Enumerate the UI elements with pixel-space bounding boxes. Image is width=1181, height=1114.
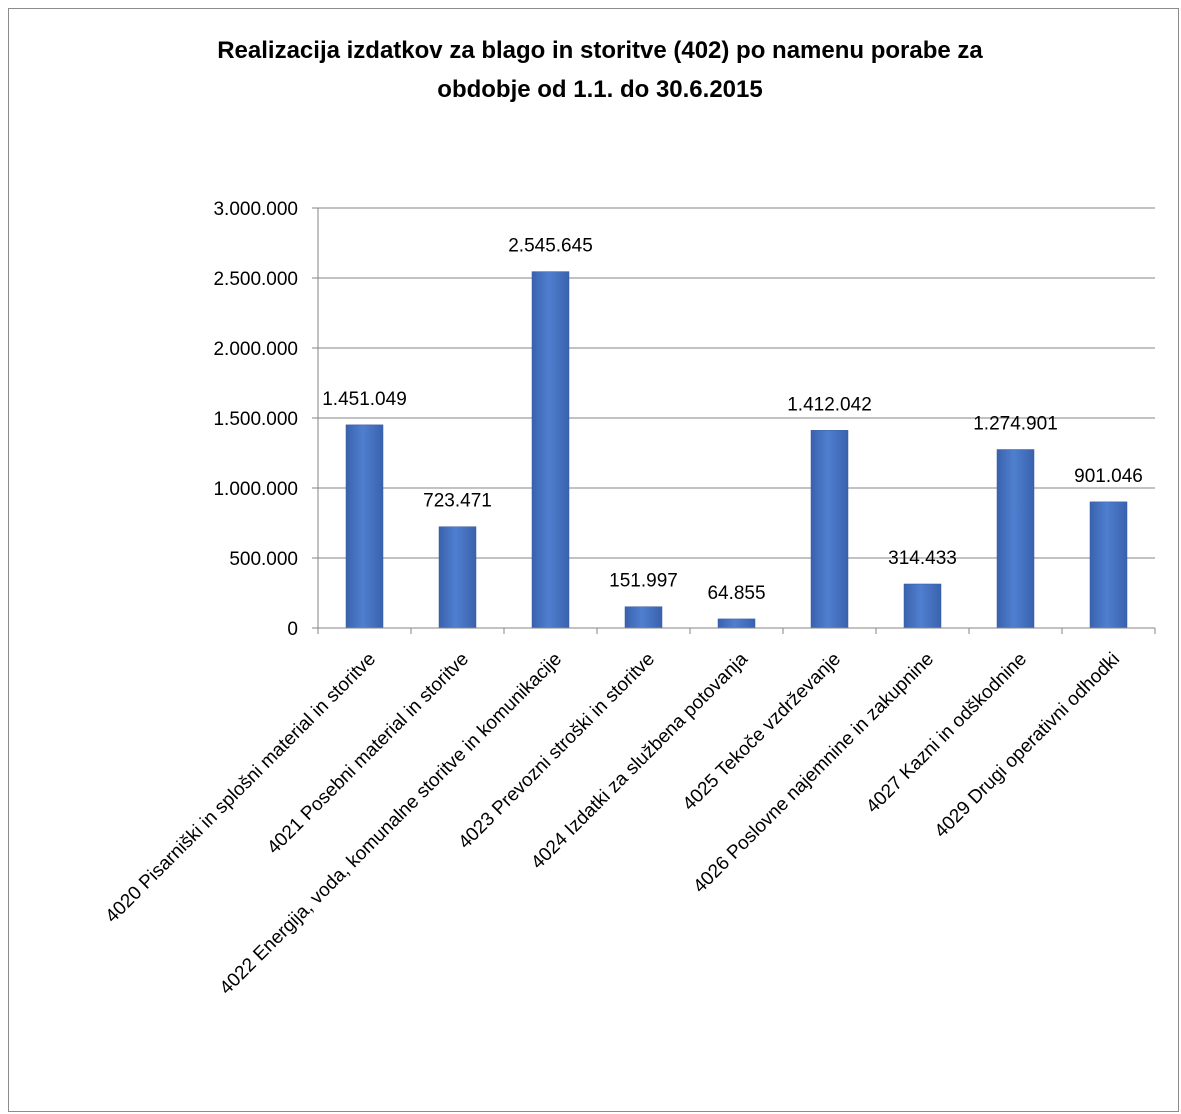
data-label: 1.274.901 bbox=[973, 414, 1058, 435]
x-category-label: 4023 Prevozni stroški in storitve bbox=[455, 649, 660, 854]
data-label: 151.997 bbox=[609, 571, 678, 592]
bar bbox=[624, 606, 663, 629]
bar bbox=[531, 271, 570, 629]
data-label: 64.855 bbox=[707, 583, 765, 604]
y-tick-label: 3.000.000 bbox=[213, 199, 298, 220]
x-category-label: 4022 Energija, voda, komunalne storitve … bbox=[216, 649, 566, 999]
data-label: 901.046 bbox=[1074, 466, 1143, 487]
data-label: 1.451.049 bbox=[322, 389, 407, 410]
x-axis: 4020 Pisarniški in splošni material in s… bbox=[102, 627, 1156, 999]
bar bbox=[717, 618, 756, 629]
x-category-label: 4027 Kazni in odškodnine bbox=[862, 649, 1031, 818]
bar bbox=[996, 449, 1035, 629]
bars bbox=[345, 271, 1128, 629]
bar bbox=[810, 430, 849, 629]
y-tick-label: 2.000.000 bbox=[213, 339, 298, 360]
data-label: 314.433 bbox=[888, 548, 957, 569]
y-tick-label: 2.500.000 bbox=[213, 269, 298, 290]
chart-title-line-2: obdobje od 1.1. do 30.6.2015 bbox=[437, 76, 762, 103]
y-tick-label: 1.000.000 bbox=[213, 479, 298, 500]
bar bbox=[1089, 501, 1128, 629]
bar bbox=[438, 526, 477, 629]
y-tick-label: 500.000 bbox=[229, 549, 298, 570]
data-label: 2.545.645 bbox=[508, 236, 593, 257]
x-category-label: 4025 Tekoče vzdrževanje bbox=[679, 649, 845, 815]
chart-title-line-1: Realizacija izdatkov za blago in storitv… bbox=[217, 37, 983, 64]
y-tick-label: 1.500.000 bbox=[213, 409, 298, 430]
bar bbox=[903, 583, 942, 629]
chart-title: Realizacija izdatkov za blago in storitv… bbox=[217, 37, 983, 103]
data-labels: 1.451.049 723.471 2.545.645 151.997 64.855 1.… bbox=[322, 236, 1143, 604]
x-category-label: 4021 Posebni material in storitve bbox=[263, 649, 473, 859]
data-label: 1.412.042 bbox=[787, 394, 872, 415]
bar bbox=[345, 424, 384, 629]
y-tick-label: 0 bbox=[287, 619, 298, 640]
x-category-label: 4029 Drugi operativni odhodki bbox=[931, 649, 1124, 842]
chart-frame bbox=[8, 8, 1179, 1112]
y-axis: 0 500.000 1.000.000 1.500.000 2.000.000 2.500… bbox=[213, 199, 319, 640]
data-label: 723.471 bbox=[423, 491, 492, 512]
